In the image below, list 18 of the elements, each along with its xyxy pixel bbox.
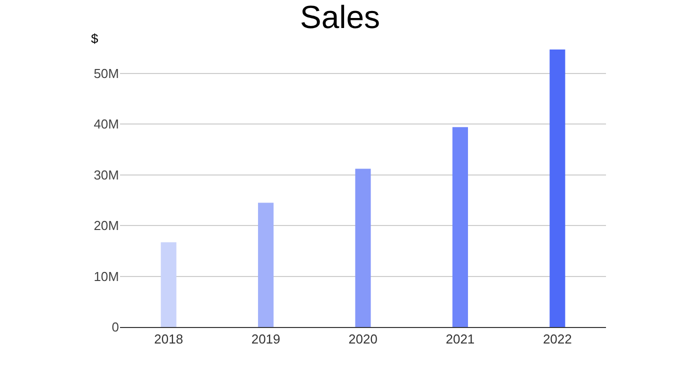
bar: [160, 242, 176, 327]
x-tick-label: 2018: [154, 332, 184, 347]
y-tick-label: 40M: [94, 116, 119, 132]
y-tick-label: 30M: [94, 167, 119, 182]
y-tick-label: 20M: [94, 218, 119, 234]
bar: [452, 127, 468, 327]
y-tick-label: 10M: [94, 268, 119, 284]
x-tick-label: 2019: [251, 332, 280, 347]
y-axis-title: $: [91, 31, 99, 46]
y-tick-label: 0: [112, 320, 119, 335]
x-tick-label: 2021: [446, 332, 475, 347]
bar: [550, 50, 566, 327]
bar: [355, 168, 371, 327]
chart-title: Sales: [300, 0, 380, 36]
bar: [258, 202, 274, 327]
x-tick-label: 2020: [348, 332, 378, 347]
x-tick-label: 2022: [542, 332, 572, 347]
y-tick-label: 50M: [94, 66, 119, 81]
